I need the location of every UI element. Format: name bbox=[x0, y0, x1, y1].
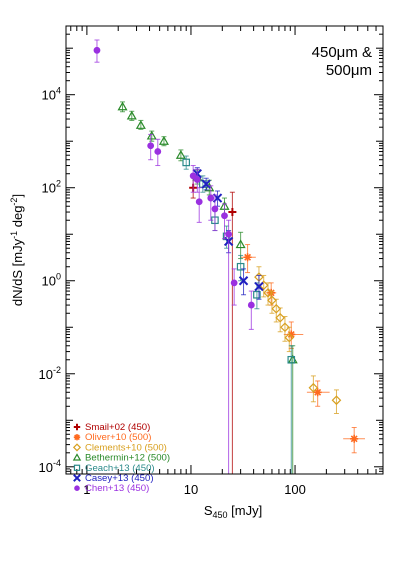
data-point-square bbox=[287, 355, 296, 364]
y-tick-label: 102 bbox=[42, 179, 61, 196]
legend-label: Casey+13 (450) bbox=[85, 473, 154, 484]
series-bethermin-12 bbox=[117, 101, 298, 474]
data-point-circle bbox=[207, 194, 215, 202]
data-point-asterisk bbox=[350, 434, 359, 443]
data-layer bbox=[93, 39, 365, 474]
x-tick-label: 100 bbox=[284, 482, 306, 497]
y-tick-label: 10-2 bbox=[39, 365, 61, 382]
data-point-diamond bbox=[308, 382, 319, 393]
series-clements-10 bbox=[254, 266, 342, 414]
data-point-cross bbox=[238, 276, 249, 286]
data-point-diamond bbox=[331, 395, 342, 406]
data-point-circle bbox=[225, 230, 233, 238]
y-tick-label-exponent: 0 bbox=[56, 272, 61, 282]
data-point-triangle bbox=[126, 110, 137, 120]
data-point-triangle bbox=[135, 120, 146, 129]
legend-label: Smail+02 (450) bbox=[85, 422, 150, 433]
y-tick-label-base: 10 bbox=[39, 367, 53, 382]
y-tick-label-exponent: -2 bbox=[53, 365, 61, 375]
data-point-triangle bbox=[72, 453, 82, 461]
x-axis-label: S450 [mJy] bbox=[204, 503, 262, 520]
data-point-circle bbox=[189, 172, 197, 180]
data-point-triangle bbox=[117, 101, 128, 111]
data-point-circle bbox=[230, 279, 238, 287]
y-axis-label-end: ] bbox=[10, 194, 25, 198]
data-point-cross bbox=[73, 474, 81, 482]
data-point-circle bbox=[195, 198, 203, 206]
y-tick-label: 10-4 bbox=[39, 458, 61, 475]
data-point-square bbox=[236, 262, 245, 271]
data-point-plus bbox=[73, 423, 81, 431]
chart-title-line1: 450μm & bbox=[312, 44, 372, 61]
series-chen-13 bbox=[93, 39, 255, 474]
y-tick-label-base: 10 bbox=[39, 460, 53, 475]
legend-label: Clements+10 (500) bbox=[85, 442, 167, 453]
data-point-circle bbox=[193, 176, 201, 183]
data-point-circle bbox=[74, 485, 80, 492]
data-point-diamond bbox=[271, 303, 282, 314]
data-point-diamond bbox=[284, 332, 295, 343]
y-tick-label-exponent: -4 bbox=[53, 458, 61, 468]
x-tick-label: 10 bbox=[184, 482, 198, 497]
y-tick-label-base: 10 bbox=[42, 181, 56, 196]
data-point-circle bbox=[221, 212, 228, 220]
data-point-cross bbox=[254, 281, 264, 292]
y-tick-label-base: 10 bbox=[42, 88, 56, 103]
series-oliver-10 bbox=[240, 244, 365, 454]
data-point-asterisk bbox=[243, 253, 252, 262]
y-tick-label: 104 bbox=[42, 86, 61, 103]
legend-label: Chen+13 (450) bbox=[85, 483, 149, 494]
y-tick-label-base: 10 bbox=[42, 274, 56, 289]
data-point-circle bbox=[93, 46, 101, 54]
data-point-square bbox=[73, 464, 81, 471]
x-axis-label-sub: 450 bbox=[212, 510, 227, 520]
plot-frame bbox=[65, 25, 384, 475]
data-point-asterisk bbox=[73, 434, 81, 441]
y-axis-label-sup1: -1 bbox=[9, 231, 19, 239]
legend-label: Oliver+10 (500) bbox=[85, 432, 151, 443]
data-point-circle bbox=[147, 142, 155, 150]
y-tick-label: 100 bbox=[42, 272, 61, 289]
data-point-triangle bbox=[175, 150, 186, 159]
data-point-cross bbox=[201, 179, 211, 189]
data-point-square bbox=[253, 290, 261, 299]
x-axis-label-main: S bbox=[204, 503, 213, 518]
y-tick-label-exponent: 4 bbox=[56, 86, 61, 96]
data-point-plus bbox=[228, 208, 237, 217]
y-axis-label: dN/dS [mJy-1 deg-2] bbox=[9, 194, 25, 306]
series-smail-02 bbox=[189, 176, 237, 474]
data-point-diamond bbox=[72, 443, 82, 452]
data-point-triangle bbox=[235, 239, 246, 249]
y-axis-label-mid: deg bbox=[10, 206, 25, 231]
y-tick-label-exponent: 2 bbox=[56, 179, 61, 189]
data-point-diamond bbox=[280, 322, 290, 333]
data-point-circle bbox=[154, 148, 162, 155]
data-point-triangle bbox=[146, 130, 157, 140]
data-point-triangle bbox=[204, 182, 215, 192]
data-point-square bbox=[182, 158, 191, 167]
y-axis-label-main: dN/dS [mJy bbox=[10, 238, 25, 306]
data-point-circle bbox=[211, 205, 219, 213]
data-point-asterisk bbox=[287, 330, 296, 339]
x-axis-label-rest: [mJy] bbox=[228, 503, 263, 518]
data-point-asterisk bbox=[313, 388, 322, 397]
data-point-circle bbox=[247, 301, 255, 309]
y-axis-label-sup2: -2 bbox=[9, 198, 19, 206]
data-point-triangle bbox=[158, 136, 169, 145]
chart-title-line2: 500μm bbox=[326, 62, 372, 79]
legend: Smail+02 (450)Oliver+10 (500)Clements+10… bbox=[72, 422, 170, 494]
x-tick-label: 1 bbox=[83, 482, 90, 497]
legend-label: Bethermin+12 (500) bbox=[85, 453, 170, 464]
legend-label: Geach+13 (450) bbox=[85, 463, 155, 474]
